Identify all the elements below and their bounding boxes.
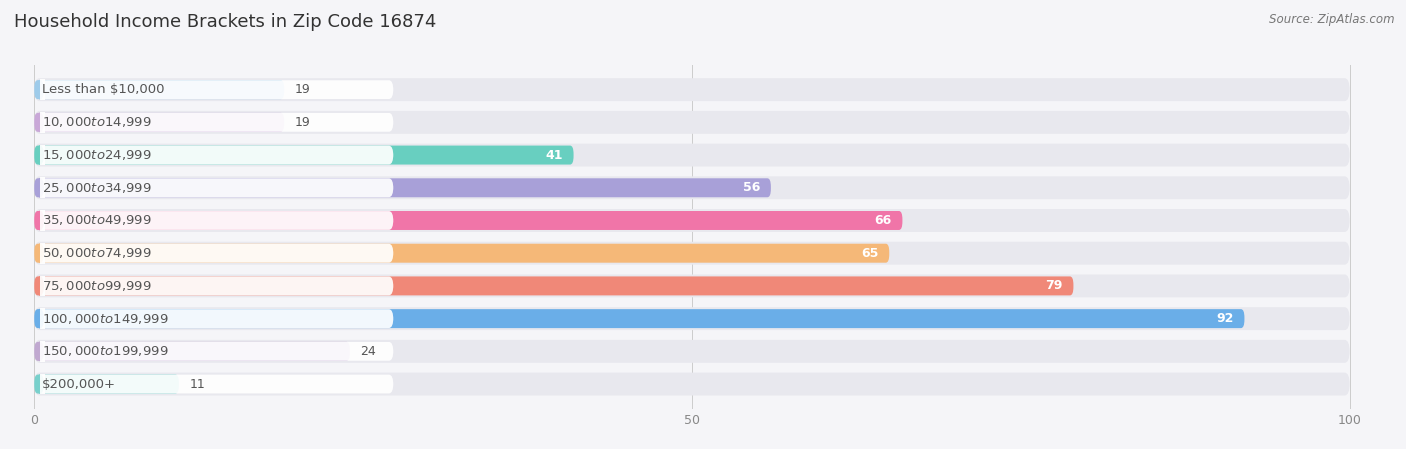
Text: $25,000 to $34,999: $25,000 to $34,999 bbox=[42, 181, 152, 195]
FancyBboxPatch shape bbox=[41, 243, 45, 264]
Text: 65: 65 bbox=[862, 247, 879, 260]
FancyBboxPatch shape bbox=[41, 145, 45, 165]
FancyBboxPatch shape bbox=[34, 307, 1350, 330]
FancyBboxPatch shape bbox=[41, 341, 45, 362]
FancyBboxPatch shape bbox=[38, 342, 394, 361]
FancyBboxPatch shape bbox=[34, 145, 574, 164]
FancyBboxPatch shape bbox=[34, 373, 1350, 396]
FancyBboxPatch shape bbox=[34, 242, 1350, 264]
FancyBboxPatch shape bbox=[34, 209, 1350, 232]
FancyBboxPatch shape bbox=[34, 78, 1350, 101]
FancyBboxPatch shape bbox=[41, 374, 45, 394]
FancyBboxPatch shape bbox=[38, 277, 394, 295]
FancyBboxPatch shape bbox=[34, 111, 1350, 134]
FancyBboxPatch shape bbox=[34, 244, 889, 263]
Text: $35,000 to $49,999: $35,000 to $49,999 bbox=[42, 213, 152, 228]
Circle shape bbox=[37, 145, 44, 165]
FancyBboxPatch shape bbox=[41, 79, 45, 100]
Text: $10,000 to $14,999: $10,000 to $14,999 bbox=[42, 115, 152, 129]
FancyBboxPatch shape bbox=[34, 178, 770, 197]
Text: 92: 92 bbox=[1216, 312, 1234, 325]
Circle shape bbox=[37, 211, 44, 230]
FancyBboxPatch shape bbox=[38, 374, 394, 393]
Circle shape bbox=[37, 243, 44, 263]
Text: Less than $10,000: Less than $10,000 bbox=[42, 83, 165, 96]
Text: $75,000 to $99,999: $75,000 to $99,999 bbox=[42, 279, 152, 293]
FancyBboxPatch shape bbox=[34, 211, 903, 230]
FancyBboxPatch shape bbox=[34, 340, 1350, 363]
FancyBboxPatch shape bbox=[34, 80, 284, 99]
FancyBboxPatch shape bbox=[38, 309, 394, 328]
Text: $15,000 to $24,999: $15,000 to $24,999 bbox=[42, 148, 152, 162]
FancyBboxPatch shape bbox=[41, 308, 45, 329]
FancyBboxPatch shape bbox=[34, 309, 1244, 328]
FancyBboxPatch shape bbox=[41, 177, 45, 198]
Text: Source: ZipAtlas.com: Source: ZipAtlas.com bbox=[1270, 13, 1395, 26]
Circle shape bbox=[37, 342, 44, 361]
Text: 41: 41 bbox=[546, 149, 562, 162]
Text: 11: 11 bbox=[190, 378, 205, 391]
Circle shape bbox=[37, 374, 44, 394]
FancyBboxPatch shape bbox=[38, 244, 394, 263]
Text: $200,000+: $200,000+ bbox=[42, 378, 117, 391]
Text: 19: 19 bbox=[295, 83, 311, 96]
FancyBboxPatch shape bbox=[41, 210, 45, 231]
Text: 66: 66 bbox=[875, 214, 891, 227]
FancyBboxPatch shape bbox=[38, 211, 394, 230]
FancyBboxPatch shape bbox=[38, 178, 394, 197]
Text: 19: 19 bbox=[295, 116, 311, 129]
FancyBboxPatch shape bbox=[34, 176, 1350, 199]
FancyBboxPatch shape bbox=[34, 113, 284, 132]
FancyBboxPatch shape bbox=[34, 144, 1350, 167]
FancyBboxPatch shape bbox=[41, 276, 45, 296]
FancyBboxPatch shape bbox=[34, 374, 179, 393]
Circle shape bbox=[37, 309, 44, 329]
FancyBboxPatch shape bbox=[41, 112, 45, 133]
FancyBboxPatch shape bbox=[38, 80, 394, 99]
Text: 56: 56 bbox=[742, 181, 761, 194]
Text: $100,000 to $149,999: $100,000 to $149,999 bbox=[42, 312, 169, 326]
Text: Household Income Brackets in Zip Code 16874: Household Income Brackets in Zip Code 16… bbox=[14, 13, 436, 31]
FancyBboxPatch shape bbox=[38, 113, 394, 132]
FancyBboxPatch shape bbox=[34, 342, 350, 361]
Circle shape bbox=[37, 178, 44, 198]
Circle shape bbox=[37, 113, 44, 132]
Circle shape bbox=[37, 80, 44, 100]
Text: 24: 24 bbox=[360, 345, 377, 358]
FancyBboxPatch shape bbox=[38, 145, 394, 164]
FancyBboxPatch shape bbox=[34, 274, 1350, 297]
Text: $150,000 to $199,999: $150,000 to $199,999 bbox=[42, 344, 169, 358]
Circle shape bbox=[37, 276, 44, 296]
FancyBboxPatch shape bbox=[34, 277, 1073, 295]
Text: $50,000 to $74,999: $50,000 to $74,999 bbox=[42, 246, 152, 260]
Text: 79: 79 bbox=[1046, 279, 1063, 292]
